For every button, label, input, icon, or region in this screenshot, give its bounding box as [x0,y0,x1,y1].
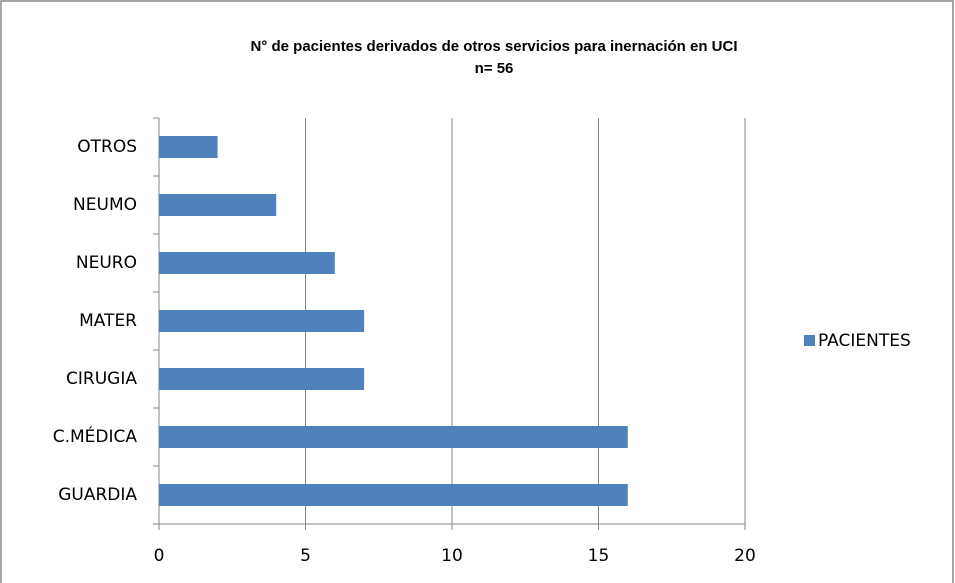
bar [159,136,218,158]
y-tick-label: NEURO [76,253,137,273]
bar [159,368,365,390]
chart-title: N° de pacientes derivados de otros servi… [251,38,738,55]
y-tick-label: NEUMO [73,195,137,215]
x-tick-label: 20 [734,546,756,566]
bar [159,484,628,506]
y-tick-label: OTROS [77,137,137,157]
y-tick-label: CIRUGIA [66,369,137,389]
chart-subtitle: n= 56 [475,60,514,77]
y-tick-label: GUARDIA [58,485,137,505]
bar [159,426,628,448]
legend-swatch [804,335,815,346]
y-tick-label: C.MÉDICA [53,425,138,447]
x-tick-label: 10 [441,546,463,566]
legend-label: PACIENTES [818,331,911,351]
x-tick-label: 5 [300,546,311,566]
bar [159,194,277,216]
bar [159,310,365,332]
x-tick-label: 15 [588,546,610,566]
bar [159,252,335,274]
x-tick-label: 0 [154,546,165,566]
y-tick-label: MATER [79,311,137,331]
